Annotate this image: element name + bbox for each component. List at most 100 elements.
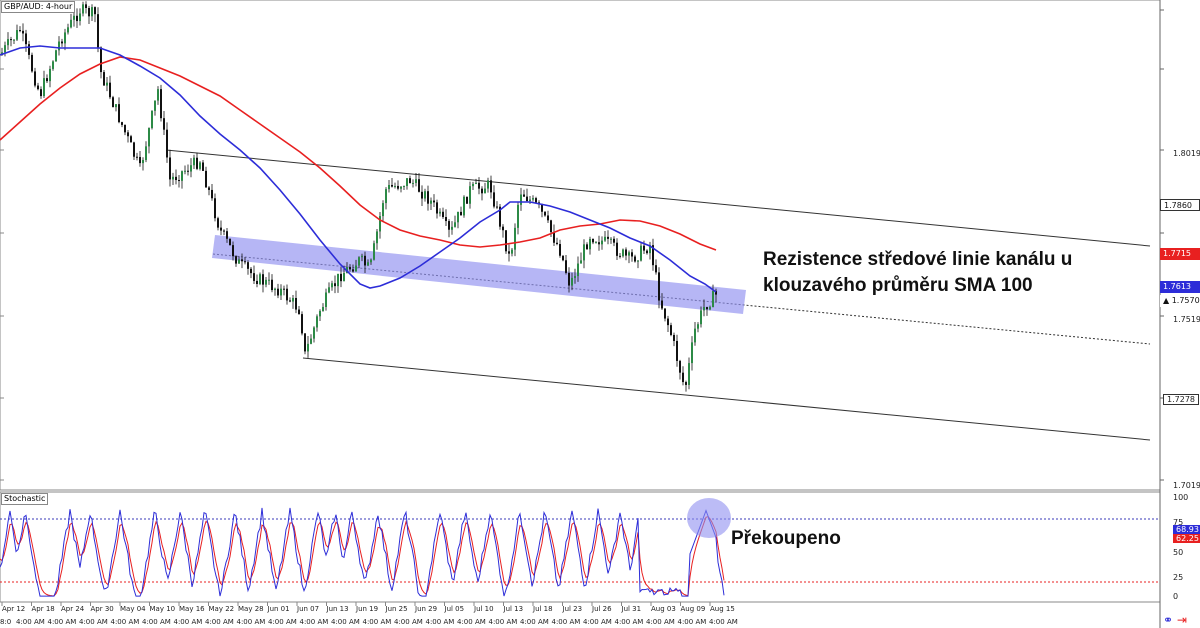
candle-body — [625, 249, 627, 256]
x-time-lead: 8:0 — [0, 618, 12, 626]
resistance-annotation-line2: klouzavého průměru SMA 100 — [763, 275, 1033, 296]
candle-body — [235, 256, 237, 264]
candle-body — [385, 189, 387, 204]
x-date-label: May 22 — [208, 605, 235, 613]
candle-body — [169, 157, 171, 180]
x-time-label: 4:00 AM — [425, 618, 455, 626]
x-time-label: 4:00 AM — [394, 618, 423, 626]
candle-body — [232, 245, 234, 257]
x-date-label: Jul 26 — [592, 605, 612, 613]
candle-body — [637, 260, 639, 262]
x-date-label: Jul 13 — [503, 605, 524, 613]
candle-body — [94, 7, 96, 15]
candle-body — [178, 180, 180, 182]
candle-body — [463, 196, 465, 216]
candle-body — [289, 300, 291, 302]
candle-body — [439, 211, 441, 214]
candle-body — [151, 110, 153, 129]
candle-body — [658, 272, 660, 301]
candle-body — [268, 279, 270, 281]
candle-body — [334, 283, 336, 287]
candle-body — [661, 300, 663, 309]
candle-body — [478, 182, 480, 189]
candle-body — [109, 82, 111, 98]
candle-body — [148, 128, 150, 147]
resistance-annotation: Rezistence středové linie kanálu u klouz… — [763, 247, 1072, 299]
candle-body — [628, 252, 630, 256]
candle-body — [592, 239, 594, 243]
candle-body — [244, 261, 246, 263]
candle-body — [394, 185, 396, 187]
candle-body — [34, 71, 36, 86]
candle-body — [604, 236, 606, 241]
candle-body — [166, 129, 168, 158]
x-time-label: 4:00 AM — [331, 618, 360, 626]
price-axis-ticks — [1160, 9, 1164, 481]
candle-body — [649, 245, 651, 254]
x-time-label: 4:00 AM — [79, 618, 108, 626]
candle-body — [64, 32, 66, 44]
candle-body — [10, 39, 12, 41]
candle-body — [589, 239, 591, 250]
candle-body — [25, 33, 27, 45]
candle-body — [76, 15, 78, 22]
stoch-k-line — [0, 507, 725, 597]
candle-body — [160, 89, 162, 119]
stoch-d-line — [0, 516, 725, 597]
candle-body — [670, 325, 672, 335]
candle-body — [307, 343, 309, 352]
candle-body — [442, 211, 444, 218]
footer-icons: ⚭ ⇥ — [1163, 613, 1187, 627]
x-date-label: Jul 31 — [621, 605, 642, 613]
candle-body — [223, 230, 225, 232]
candle-body — [106, 82, 108, 86]
candle-body — [136, 156, 138, 158]
x-axis-dates: Apr 12 Apr 18 Apr 24 Apr 30 May 04 May 10 May … — [0, 605, 1160, 615]
candle-body — [529, 199, 531, 202]
candle-body — [199, 162, 201, 169]
candle-body — [376, 231, 378, 244]
candle-body — [292, 297, 294, 302]
x-date-label: May 10 — [149, 605, 176, 613]
candle-body — [451, 226, 453, 230]
candle-body — [31, 54, 33, 72]
sma100-line — [0, 45, 717, 293]
candle-body — [91, 7, 93, 17]
candle-body — [37, 85, 39, 90]
resistance-band — [212, 235, 746, 314]
candle-body — [697, 324, 699, 329]
candle-body — [277, 288, 279, 296]
candle-body — [508, 251, 510, 254]
candle-body — [502, 226, 504, 231]
x-time-label: 4:00 AM — [520, 618, 549, 626]
candle-body — [523, 194, 525, 197]
candle-body — [640, 245, 642, 261]
candle-body — [253, 273, 255, 281]
candle-body — [55, 50, 57, 62]
x-time-label: 4:00 AM — [646, 618, 675, 626]
candle-body — [85, 4, 87, 9]
marker-current: ▲ 1.7570 — [1160, 295, 1200, 307]
candle-body — [217, 218, 219, 228]
candle-body — [118, 104, 120, 123]
candle-body — [691, 342, 693, 364]
candle-body — [700, 310, 702, 325]
candle-body — [202, 162, 204, 171]
x-date-label: Jun 07 — [297, 605, 320, 613]
candle-body — [295, 297, 297, 310]
candle-body — [127, 132, 129, 137]
candle-body — [565, 260, 567, 273]
candle-body — [367, 262, 369, 266]
link-icon[interactable]: ⚭ — [1163, 613, 1174, 627]
candle-body — [466, 196, 468, 204]
candle-body — [424, 191, 426, 199]
arrow-right-icon[interactable]: ⇥ — [1176, 613, 1187, 627]
candle-body — [139, 157, 141, 164]
candle-body — [142, 160, 144, 164]
x-time-label: 4:00 AM — [268, 618, 297, 626]
candle-body — [643, 245, 645, 251]
x-date-label: Jun 29 — [415, 605, 438, 613]
candle-body — [430, 200, 432, 204]
candle-body — [364, 255, 366, 266]
